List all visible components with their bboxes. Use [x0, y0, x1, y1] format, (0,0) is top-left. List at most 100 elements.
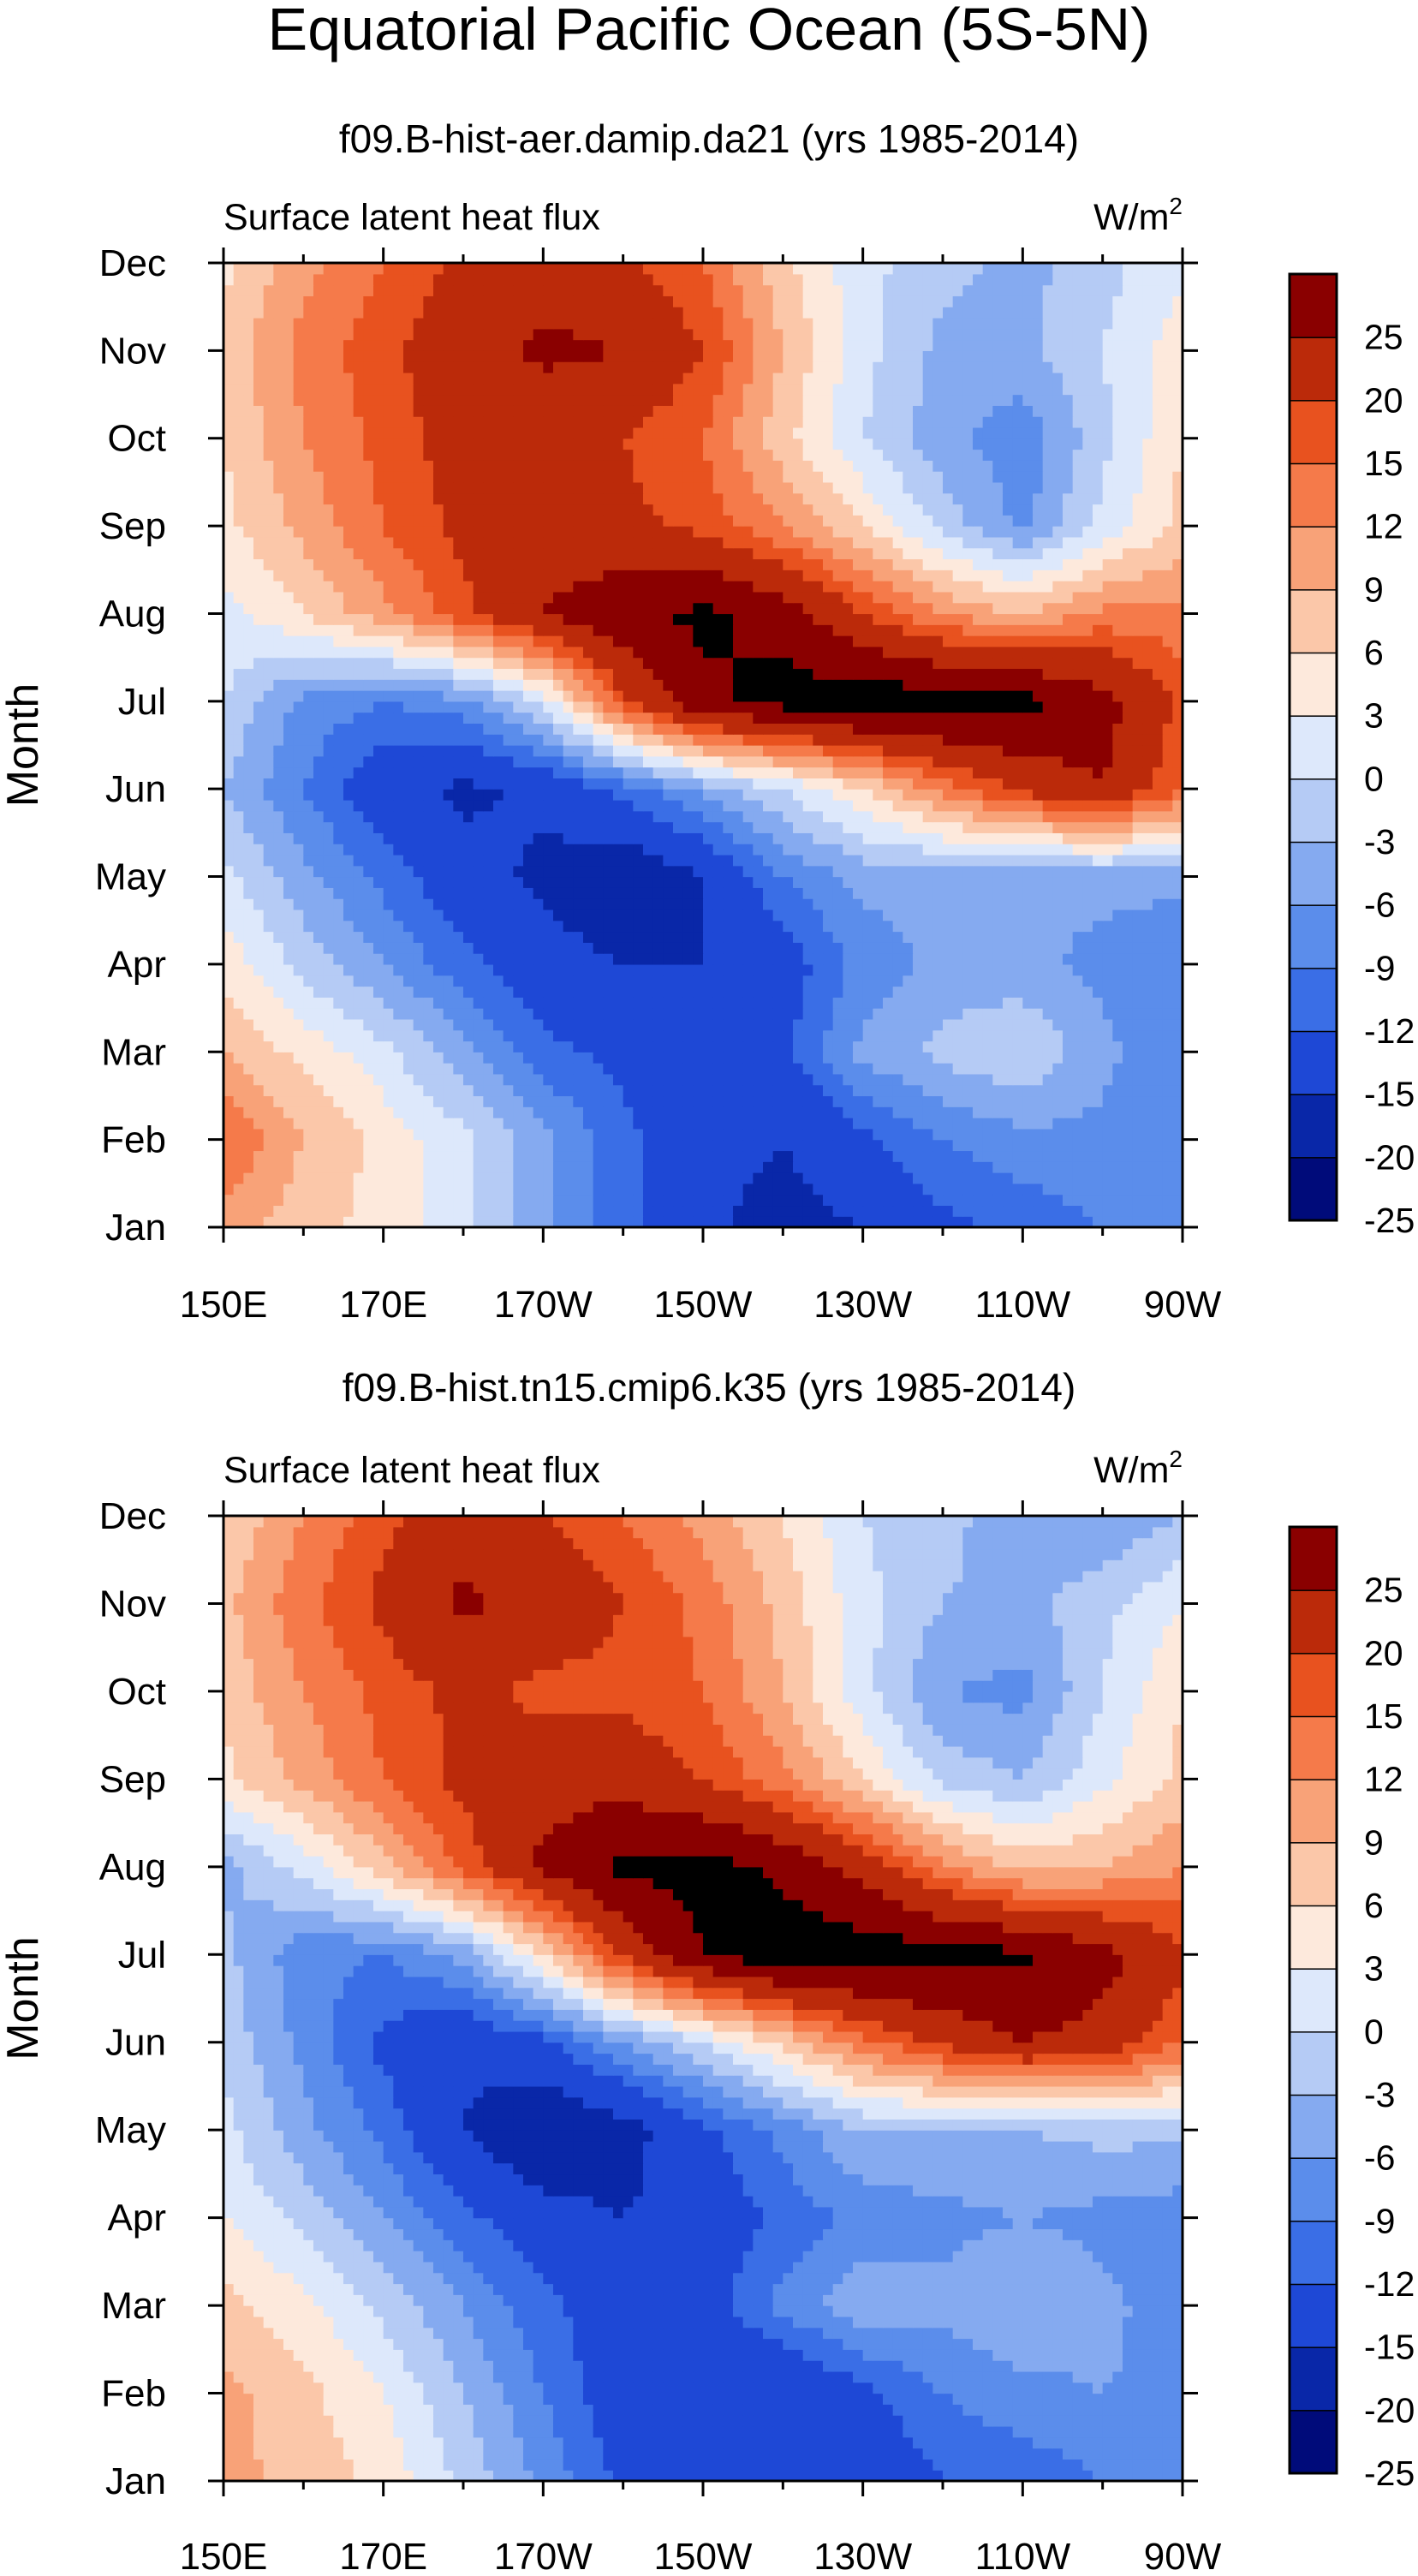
- heatmap-cell: [1123, 942, 1134, 954]
- heatmap-cell: [403, 766, 414, 778]
- heatmap-cell: [303, 766, 314, 778]
- heatmap-cell: [703, 1063, 714, 1075]
- heatmap-cell: [613, 1216, 624, 1228]
- heatmap-cell: [663, 909, 674, 921]
- heatmap-cell: [1172, 821, 1183, 833]
- heatmap-cell: [623, 778, 634, 790]
- heatmap-cell: [1123, 766, 1134, 778]
- heatmap-cell: [373, 887, 384, 899]
- heatmap-cell: [413, 887, 424, 899]
- heatmap-cell: [503, 1183, 514, 1196]
- heatmap-cell: [733, 810, 744, 823]
- heatmap-cell: [813, 1095, 824, 1107]
- heatmap-cell: [483, 745, 494, 757]
- heatmap-cell: [493, 1150, 504, 1162]
- heatmap-cell: [703, 789, 714, 801]
- heatmap-cell: [343, 1106, 354, 1118]
- heatmap-cell: [693, 1084, 704, 1097]
- heatmap-cell: [1162, 1205, 1173, 1217]
- heatmap-cell: [543, 854, 554, 867]
- heatmap-cell: [742, 799, 754, 812]
- heatmap-cell: [943, 1205, 954, 1217]
- heatmap-cell: [693, 1095, 704, 1107]
- heatmap-cell: [513, 1041, 524, 1052]
- heatmap-cell: [513, 755, 524, 768]
- heatmap-cell: [802, 734, 813, 746]
- heatmap-cell: [802, 1139, 813, 1152]
- heatmap-cell: [553, 1150, 564, 1162]
- heatmap-cell: [913, 1161, 924, 1173]
- heatmap-cell: [353, 1095, 364, 1107]
- heatmap-cell: [843, 887, 854, 899]
- heatmap-cell: [453, 1183, 464, 1196]
- heatmap-cell: [783, 766, 794, 778]
- heatmap-cell: [373, 734, 384, 746]
- heatmap-cell: [673, 734, 684, 746]
- heatmap-cell: [1052, 1183, 1064, 1196]
- heatmap-cell: [913, 898, 924, 910]
- heatmap-cell: [423, 832, 434, 844]
- heatmap-cell: [453, 854, 464, 867]
- heatmap-cell: [652, 789, 664, 801]
- heatmap-cell: [543, 1018, 554, 1031]
- heatmap-cell: [223, 821, 235, 833]
- heatmap-cell: [463, 679, 474, 691]
- heatmap-cell: [913, 1194, 924, 1207]
- heatmap-cell: [733, 1041, 744, 1052]
- heatmap-cell: [233, 997, 244, 1009]
- heatmap-cell: [1003, 876, 1014, 888]
- heatmap-cell: [763, 832, 774, 844]
- heatmap-cell: [932, 1118, 944, 1130]
- heatmap-cell: [233, 789, 244, 801]
- heatmap-cell: [982, 931, 993, 943]
- heatmap-cell: [862, 755, 873, 768]
- heatmap-cell: [682, 1063, 694, 1075]
- heatmap-cell: [1072, 865, 1083, 878]
- heatmap-cell: [753, 898, 764, 910]
- heatmap-cell: [483, 1041, 494, 1052]
- heatmap-cell: [343, 975, 354, 987]
- heatmap-cell: [1033, 1216, 1044, 1228]
- heatmap-cell: [1063, 1008, 1074, 1020]
- heatmap-cell: [223, 712, 235, 724]
- heatmap-cell: [783, 789, 794, 801]
- heatmap-cell: [1033, 789, 1044, 801]
- heatmap-cell: [703, 745, 714, 757]
- heatmap-cell: [652, 920, 664, 933]
- heatmap-cell: [473, 1150, 484, 1162]
- heatmap-cell: [913, 920, 924, 933]
- heatmap-cell: [623, 920, 634, 933]
- heatmap-cell: [703, 975, 714, 987]
- heatmap-cell: [293, 986, 304, 998]
- heatmap-cell: [263, 1063, 274, 1075]
- heatmap-cell: [813, 909, 824, 921]
- heatmap-cell: [333, 657, 344, 670]
- heatmap-cell: [922, 745, 933, 757]
- heatmap-cell: [982, 799, 993, 812]
- heatmap-cell: [403, 1183, 414, 1196]
- heatmap-cell: [703, 832, 714, 844]
- heatmap-cell: [593, 1183, 604, 1196]
- heatmap-cell: [353, 942, 364, 954]
- heatmap-cell: [802, 657, 813, 670]
- heatmap-cell: [453, 1205, 464, 1217]
- heatmap-cell: [813, 1063, 824, 1075]
- heatmap-cell: [573, 668, 584, 680]
- heatmap-cell: [813, 986, 824, 998]
- heatmap-cell: [1132, 832, 1143, 844]
- heatmap-cell: [932, 1194, 944, 1207]
- heatmap-cell: [1072, 690, 1083, 702]
- heatmap-cell: [413, 1095, 424, 1107]
- heatmap-cell: [1012, 1161, 1023, 1173]
- heatmap-cell: [623, 1018, 634, 1031]
- heatmap-cell: [973, 1106, 984, 1118]
- heatmap-cell: [563, 723, 574, 735]
- heatmap-cell: [1102, 1073, 1113, 1086]
- heatmap-cell: [563, 963, 574, 976]
- heatmap-cell: [1012, 690, 1023, 702]
- heatmap-cell: [233, 909, 244, 921]
- heatmap-cell: [952, 1118, 963, 1130]
- heatmap-cell: [913, 909, 924, 921]
- heatmap-cell: [283, 854, 295, 867]
- heatmap-cell: [343, 821, 354, 833]
